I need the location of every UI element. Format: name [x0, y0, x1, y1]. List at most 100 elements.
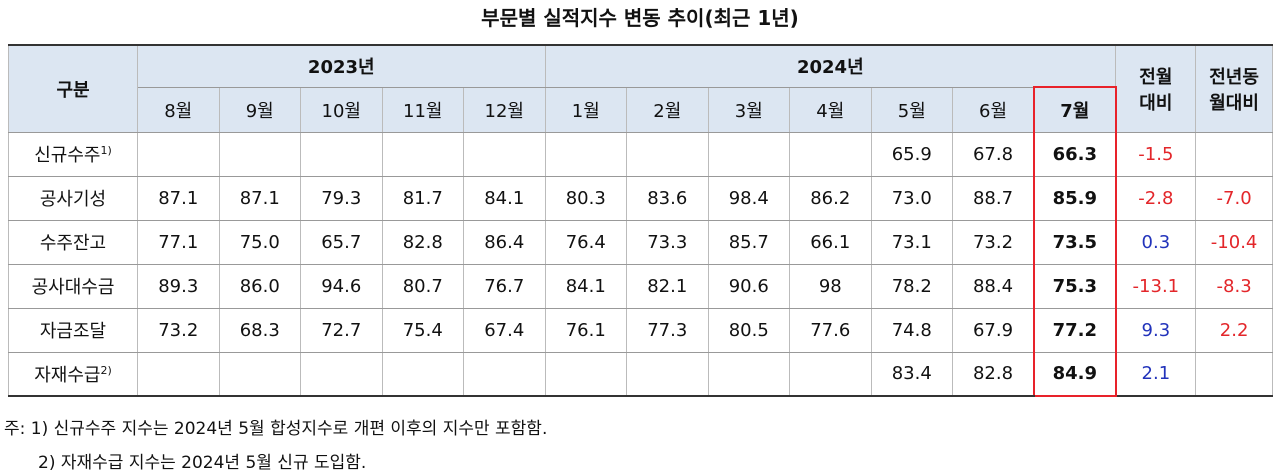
value-cell [137, 132, 220, 177]
value-cell: 77.3 [626, 308, 709, 353]
value-cell: 67.8 [952, 132, 1035, 177]
value-cell: 75.3 [1033, 264, 1117, 309]
header-line: 전월 [1139, 66, 1173, 88]
value-cell: 87.1 [137, 176, 220, 221]
mom-cell: -2.8 [1115, 176, 1197, 221]
month-header: 1월 [544, 87, 628, 133]
value-cell: 73.2 [137, 308, 220, 353]
mom-cell: 2.1 [1115, 352, 1197, 397]
header-line: 대비 [1139, 92, 1173, 114]
month-header: 6월 [952, 87, 1035, 133]
value-cell: 83.4 [870, 352, 954, 397]
month-header: 7월 [1033, 86, 1117, 133]
value-cell: 84.1 [463, 176, 546, 221]
value-cell: 68.3 [218, 308, 301, 353]
label-text: 수주잔고 [39, 233, 107, 254]
value-cell: 77.2 [1033, 308, 1117, 353]
table-row: 수주잔고 77.1 75.0 65.7 82.8 86.4 76.4 73.3 85.7 66.1… [8, 220, 1274, 265]
value-cell [544, 132, 628, 177]
value-cell: 86.4 [463, 220, 546, 265]
table-row: 자재수급2) 83.4 82.8 84.9 2.1 [8, 352, 1274, 397]
row-label: 자금조달 [8, 308, 138, 353]
yoy-cell: -10.4 [1195, 220, 1274, 265]
value-cell [707, 352, 791, 397]
row-label: 수주잔고 [8, 220, 138, 265]
value-cell: 82.8 [381, 220, 464, 265]
header-line: 월대비 [1209, 92, 1259, 114]
value-cell: 98.4 [707, 176, 791, 221]
value-cell: 77.1 [137, 220, 220, 265]
value-cell [137, 352, 220, 397]
mom-cell: -13.1 [1115, 264, 1197, 309]
table-row: 공사기성 87.1 87.1 79.3 81.7 84.1 80.3 83.6 98.4 86.2… [8, 176, 1274, 221]
value-cell: 84.9 [1033, 352, 1117, 397]
value-cell: 83.6 [626, 176, 709, 221]
value-cell [218, 352, 301, 397]
note: 주: 1) 신규수주 지수는 2024년 5월 합성지수로 개편 이후의 지수만… [4, 414, 547, 439]
value-cell: 86.0 [218, 264, 301, 309]
value-cell: 73.0 [870, 176, 954, 221]
row-label: 신규수주1) [8, 132, 138, 177]
value-cell: 76.7 [463, 264, 546, 309]
value-cell: 81.7 [381, 176, 464, 221]
mom-cell: -1.5 [1115, 132, 1197, 177]
value-cell [707, 132, 791, 177]
value-cell: 80.3 [544, 176, 628, 221]
month-header: 10월 [300, 87, 383, 133]
value-cell: 80.5 [707, 308, 791, 353]
table-row: 신규수주1) 65.9 67.8 66.3 -1.5 [8, 132, 1274, 177]
title: 부문별 실적지수 변동 추이(최근 1년) [481, 6, 799, 30]
label-text: 신규수주 [34, 145, 101, 166]
value-cell [300, 132, 383, 177]
value-cell [218, 132, 301, 177]
header-line: 전년동 [1209, 66, 1259, 88]
value-cell: 76.4 [544, 220, 628, 265]
category-header: 구분 [8, 44, 138, 133]
value-cell: 82.1 [626, 264, 709, 309]
note: 2) 자재수급 지수는 2024년 5월 신규 도입함. [38, 448, 366, 473]
yoy-cell: -7.0 [1195, 176, 1274, 221]
value-cell [544, 352, 628, 397]
value-cell: 65.7 [300, 220, 383, 265]
label-text: 자재수급 [34, 364, 101, 386]
yoy-cell: 2.2 [1195, 308, 1274, 353]
value-cell: 73.1 [870, 220, 954, 265]
value-cell: 77.6 [789, 308, 872, 353]
value-cell [300, 352, 383, 397]
value-cell: 94.6 [300, 264, 383, 309]
value-cell: 66.3 [1033, 132, 1117, 177]
footnote-mark: 1) [100, 144, 112, 157]
value-cell: 67.4 [463, 308, 546, 353]
value-cell: 87.1 [218, 176, 301, 221]
value-cell: 89.3 [137, 264, 220, 309]
value-cell: 88.4 [952, 264, 1035, 309]
value-cell: 75.0 [218, 220, 301, 265]
row-label: 자재수급2) [8, 352, 138, 397]
value-cell: 74.8 [870, 308, 954, 353]
value-cell [626, 352, 709, 397]
label-text: 자금조달 [39, 321, 107, 342]
value-cell [463, 132, 546, 177]
table-row: 자금조달 73.2 68.3 72.7 75.4 67.4 76.1 77.3 80.5 77.6… [8, 308, 1274, 353]
value-cell: 85.7 [707, 220, 791, 265]
value-cell: 73.2 [952, 220, 1035, 265]
value-cell: 76.1 [544, 308, 628, 353]
value-cell: 67.9 [952, 308, 1035, 353]
value-cell [789, 352, 872, 397]
month-header: 4월 [789, 87, 872, 133]
value-cell: 80.7 [381, 264, 464, 309]
month-header: 5월 [870, 87, 954, 133]
value-cell: 98 [789, 264, 872, 309]
value-cell: 66.1 [789, 220, 872, 265]
footnote-mark: 2) [100, 363, 112, 377]
value-cell [463, 352, 546, 397]
yoy-cell: -8.3 [1195, 264, 1274, 309]
row-label: 공사기성 [8, 176, 138, 221]
value-cell: 73.3 [626, 220, 709, 265]
note-item: 2) 자재수급 지수는 2024년 5월 신규 도입함. [38, 453, 367, 473]
value-cell: 82.8 [952, 352, 1035, 397]
value-cell: 90.6 [707, 264, 791, 309]
